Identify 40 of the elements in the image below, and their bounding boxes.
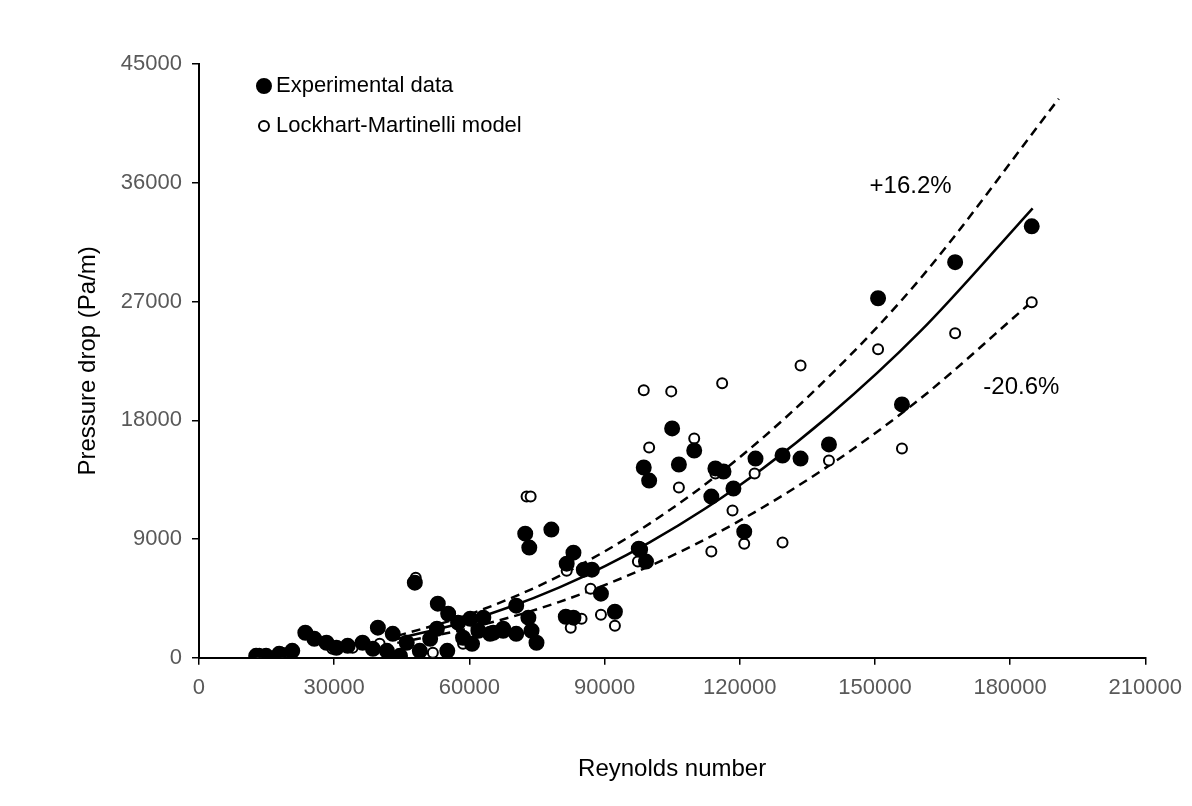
point — [822, 454, 835, 467]
x-tick-label: 90000 — [573, 674, 636, 700]
y-tick-label: 0 — [169, 643, 182, 669]
point — [524, 490, 537, 503]
point — [895, 442, 908, 455]
point — [1025, 296, 1038, 309]
legend-label: Lockhart-Martinelli model — [275, 112, 522, 138]
point — [426, 646, 439, 658]
x-tick-label: 150000 — [838, 674, 912, 700]
point — [705, 545, 718, 558]
y-tick-label: 27000 — [120, 287, 182, 313]
x-tick-label: 180000 — [973, 674, 1047, 700]
y-tick-label: 9000 — [133, 525, 182, 551]
point — [637, 384, 650, 397]
y-tick-label: 45000 — [120, 50, 182, 76]
point — [608, 619, 621, 632]
point — [794, 359, 807, 372]
y-tick-label: 36000 — [120, 168, 182, 194]
point — [726, 504, 739, 517]
x-tick-label: 210000 — [1108, 674, 1182, 700]
annotation: -20.6% — [983, 372, 1060, 400]
point — [643, 441, 656, 454]
point — [748, 467, 761, 480]
point — [688, 432, 701, 445]
point — [872, 343, 885, 356]
x-tick-label: 120000 — [703, 674, 777, 700]
point — [594, 608, 607, 621]
annotation: +16.2% — [869, 170, 952, 198]
x-axis-title: Reynolds number — [578, 754, 767, 782]
y-tick-label: 18000 — [120, 406, 182, 432]
point — [949, 327, 962, 340]
point — [776, 536, 789, 549]
legend-label: Experimental data — [275, 72, 455, 98]
point — [665, 385, 678, 398]
point — [672, 481, 685, 494]
x-tick-label: 60000 — [438, 674, 500, 700]
point — [716, 377, 729, 390]
x-tick-label: 30000 — [303, 674, 365, 700]
y-axis-title: Pressure drop (Pa/m) — [73, 246, 101, 476]
x-tick-label: 0 — [192, 674, 206, 700]
